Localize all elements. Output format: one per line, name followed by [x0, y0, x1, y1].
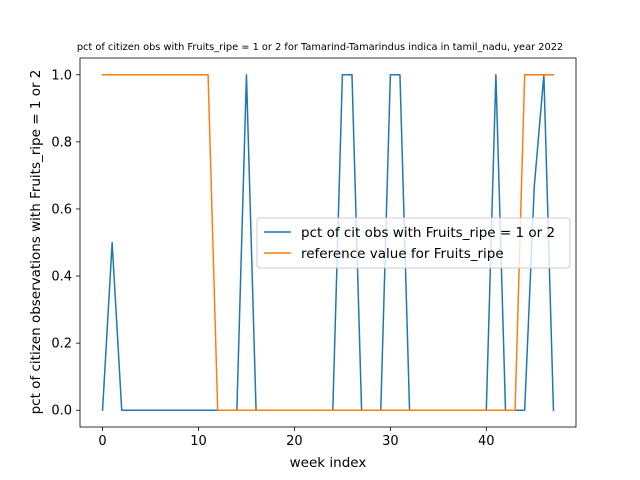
y-tick-label: 0.6: [51, 202, 72, 217]
axes-frame: [79, 57, 577, 428]
y-tick-label: 0.0: [51, 404, 72, 419]
y-axis-title: pct of citizen observations with Fruits_…: [28, 70, 44, 415]
plot-area: 0 10 20 30 40 0.0 0.2 0.4 0.6 0.8 1.0: [51, 57, 577, 449]
x-axis-title: week index: [290, 455, 367, 471]
legend-label-1: pct of cit obs with Fruits_ripe = 1 or 2: [301, 225, 555, 241]
x-tick-label: 10: [190, 434, 207, 449]
legend-label-2: reference value for Fruits_ripe: [301, 246, 504, 262]
chart-title: pct of citizen obs with Fruits_ripe = 1 …: [77, 42, 563, 53]
x-tick-label: 30: [382, 434, 399, 449]
y-tick-label: 1.0: [51, 68, 72, 83]
legend-box: [256, 217, 571, 269]
y-tick-label: 0.8: [51, 135, 72, 150]
x-tick-label: 20: [286, 434, 303, 449]
y-tick-label: 0.4: [51, 270, 72, 285]
x-tick-label: 40: [478, 434, 495, 449]
x-tick-label: 0: [98, 434, 106, 449]
legend: pct of cit obs with Fruits_ripe = 1 or 2…: [256, 217, 571, 269]
y-tick-label: 0.2: [51, 337, 72, 352]
series-line-2: [101, 74, 555, 411]
